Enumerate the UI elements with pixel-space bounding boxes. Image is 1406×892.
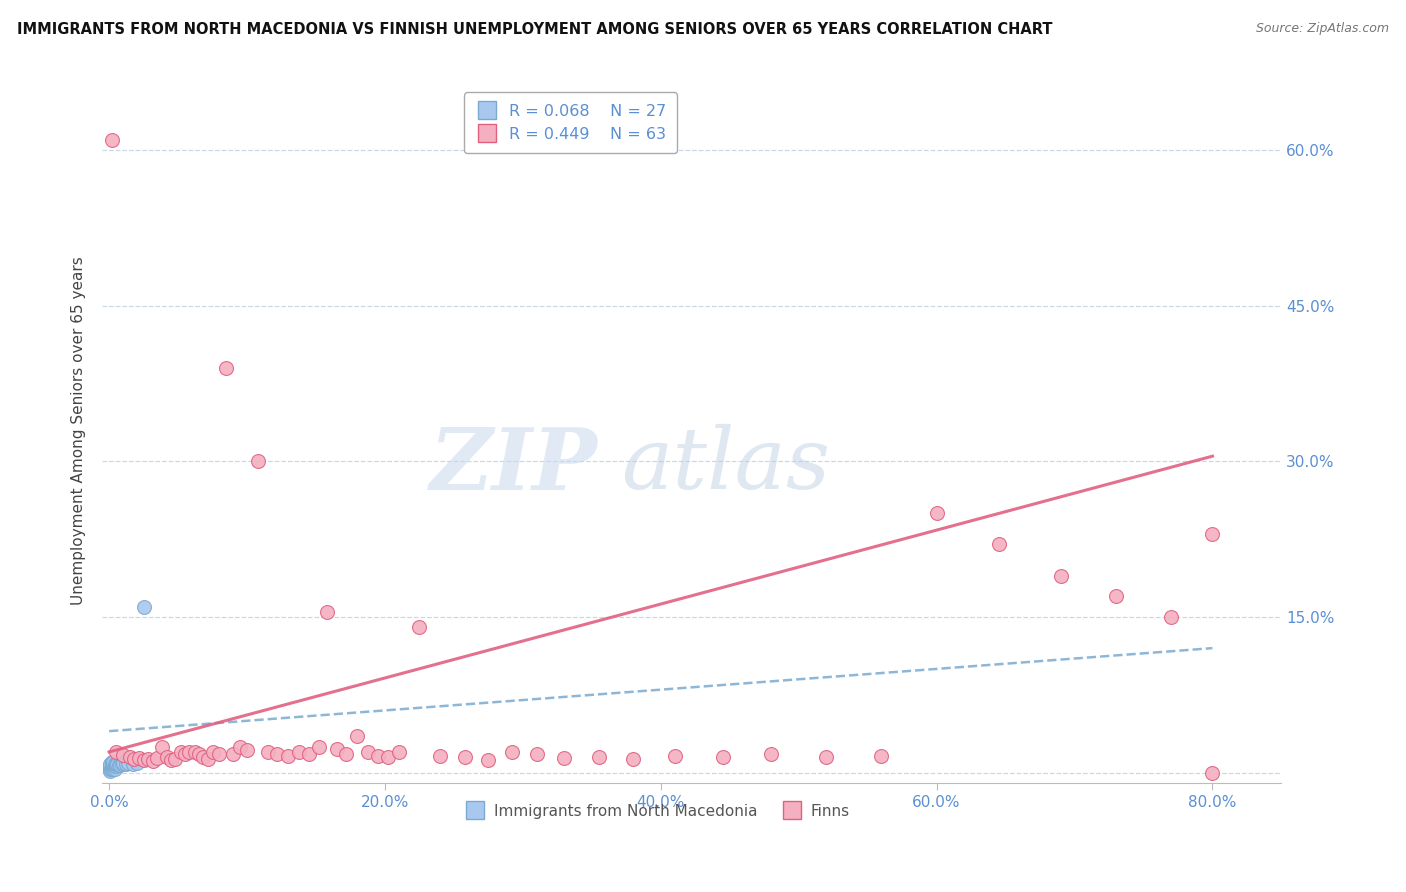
Point [105, 759, 128, 773]
Point [117, 756, 139, 771]
Text: ZIP: ZIP [430, 424, 598, 508]
Text: Source: ZipAtlas.com: Source: ZipAtlas.com [1256, 22, 1389, 36]
Point [101, 759, 124, 773]
Point [759, 747, 782, 761]
Point [1201, 765, 1223, 780]
Point [553, 751, 575, 765]
Point [122, 752, 145, 766]
Point [183, 745, 205, 759]
Point [197, 752, 219, 766]
Point [408, 620, 430, 634]
Point [100, 757, 122, 772]
Point [454, 750, 477, 764]
Point [222, 747, 245, 761]
Point [208, 747, 231, 761]
Point [103, 757, 125, 772]
Y-axis label: Unemployment Among Seniors over 65 years: Unemployment Among Seniors over 65 years [72, 256, 86, 605]
Point [103, 756, 125, 770]
Point [104, 757, 127, 772]
Point [101, 757, 124, 772]
Point [177, 745, 200, 759]
Point [108, 758, 131, 772]
Point [621, 752, 644, 766]
Point [105, 757, 128, 772]
Point [815, 750, 838, 764]
Point [174, 747, 197, 761]
Point [165, 752, 187, 766]
Point [277, 749, 299, 764]
Point [266, 747, 288, 761]
Point [335, 747, 357, 761]
Point [388, 745, 411, 759]
Point [236, 743, 259, 757]
Point [100, 764, 122, 778]
Point [325, 741, 347, 756]
Point [103, 759, 125, 773]
Point [103, 762, 125, 776]
Point [201, 745, 224, 759]
Point [118, 750, 141, 764]
Point [256, 745, 278, 759]
Point [298, 747, 321, 761]
Point [429, 749, 451, 764]
Point [1160, 610, 1182, 624]
Point [316, 605, 339, 619]
Point [501, 745, 523, 759]
Point [170, 745, 193, 759]
Point [110, 757, 132, 772]
Point [111, 756, 134, 771]
Point [160, 753, 183, 767]
Point [100, 762, 122, 776]
Point [191, 750, 214, 764]
Point [288, 745, 311, 759]
Point [588, 750, 610, 764]
Point [107, 758, 129, 772]
Point [526, 747, 548, 761]
Legend: Immigrants from North Macedonia, Finns: Immigrants from North Macedonia, Finns [457, 797, 856, 825]
Point [128, 751, 150, 765]
Point [377, 750, 399, 764]
Point [105, 757, 128, 772]
Point [870, 749, 893, 764]
Point [121, 757, 143, 772]
Point [104, 762, 127, 776]
Point [247, 454, 270, 468]
Point [308, 739, 330, 754]
Point [477, 753, 499, 767]
Point [101, 756, 124, 770]
Point [987, 537, 1010, 551]
Point [925, 506, 948, 520]
Point [111, 747, 134, 762]
Point [711, 750, 734, 764]
Point [104, 759, 127, 773]
Point [142, 754, 165, 768]
Point [156, 750, 179, 764]
Point [1049, 568, 1071, 582]
Point [132, 753, 155, 767]
Text: IMMIGRANTS FROM NORTH MACEDONIA VS FINNISH UNEMPLOYMENT AMONG SENIORS OVER 65 YE: IMMIGRANTS FROM NORTH MACEDONIA VS FINNI… [17, 22, 1052, 37]
Point [357, 745, 380, 759]
Text: atlas: atlas [621, 425, 830, 507]
Point [105, 745, 128, 759]
Point [1201, 527, 1223, 541]
Point [229, 739, 252, 754]
Point [146, 751, 169, 765]
Point [215, 361, 238, 376]
Point [367, 749, 389, 764]
Point [114, 757, 136, 772]
Point [346, 729, 368, 743]
Point [100, 759, 122, 773]
Point [136, 752, 159, 766]
Point [150, 739, 173, 754]
Point [132, 599, 155, 614]
Point [125, 756, 148, 771]
Point [101, 133, 124, 147]
Point [187, 747, 209, 761]
Point [1105, 589, 1128, 603]
Point [101, 762, 124, 776]
Point [664, 749, 686, 764]
